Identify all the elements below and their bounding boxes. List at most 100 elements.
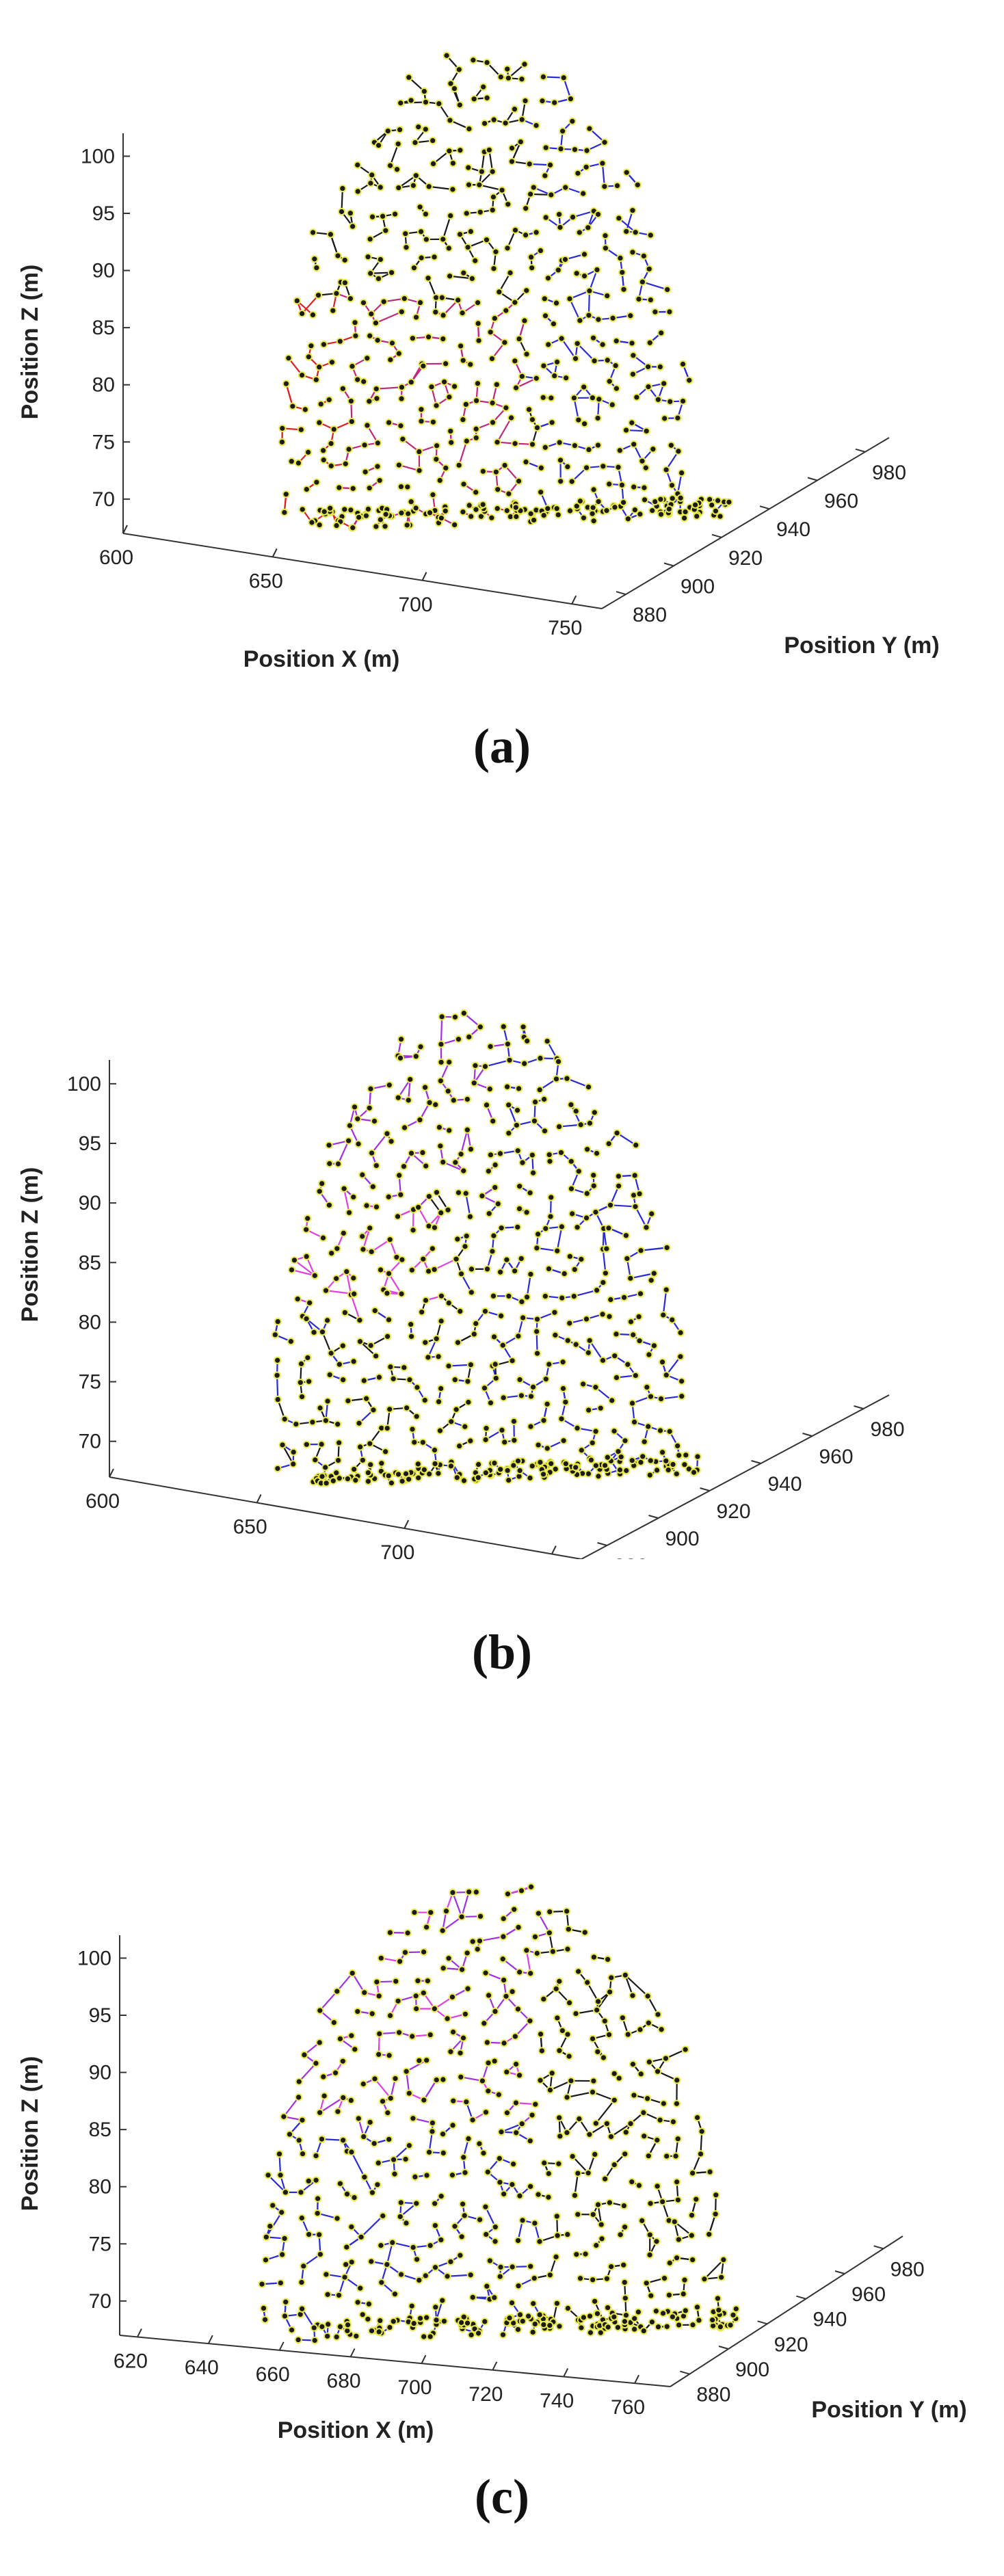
network-node	[432, 1335, 440, 1343]
network-node	[497, 1224, 505, 1232]
network-node	[468, 274, 476, 282]
network-node	[310, 1328, 318, 1336]
network-node	[519, 1023, 527, 1031]
network-node	[428, 2119, 436, 2127]
network-node	[610, 1427, 618, 1435]
network-node	[490, 314, 499, 323]
network-node	[298, 2278, 306, 2287]
z-tick-label: 100	[81, 145, 115, 168]
network-node	[383, 1424, 391, 1433]
x-tick-label: 720	[468, 2383, 503, 2406]
z-tick-label: 95	[79, 1132, 101, 1155]
network-node	[512, 512, 520, 521]
network-node	[333, 1987, 341, 1995]
network-node	[318, 1328, 327, 1336]
network-node	[537, 464, 545, 472]
network-node	[461, 1243, 469, 1251]
network-node	[373, 439, 382, 447]
network-node	[337, 207, 346, 216]
network-node	[696, 2150, 705, 2158]
network-node	[462, 1189, 470, 1197]
network-node	[377, 1954, 385, 1963]
network-node	[618, 481, 626, 489]
network-node	[421, 1296, 430, 1305]
network-node	[462, 2098, 471, 2106]
network-node	[499, 2331, 507, 2339]
network-node	[449, 185, 457, 194]
network-node	[481, 1435, 490, 1444]
network-node	[659, 2099, 668, 2108]
network-node	[419, 1148, 427, 1157]
network-node	[436, 476, 444, 485]
network-node	[427, 1909, 435, 1917]
network-node	[681, 1461, 689, 1469]
network-node	[597, 2220, 605, 2229]
network-node	[560, 1269, 568, 1278]
network-node	[507, 144, 516, 152]
network-node	[423, 1977, 432, 1985]
y-axis-line	[670, 2235, 903, 2387]
network-node	[644, 1992, 652, 2000]
network-node	[553, 2299, 561, 2307]
network-node	[432, 2316, 440, 2324]
network-node	[366, 1224, 374, 1232]
network-node	[568, 213, 577, 222]
network-node	[475, 336, 483, 345]
network-node	[585, 445, 593, 454]
network-node	[412, 313, 421, 321]
network-node	[483, 2039, 491, 2047]
network-node	[630, 483, 638, 491]
network-node	[646, 1392, 655, 1400]
network-node	[389, 2318, 397, 2326]
network-node	[653, 2136, 661, 2145]
network-node	[659, 2198, 667, 2206]
network-node	[317, 2135, 326, 2143]
network-node	[440, 377, 449, 386]
network-node	[512, 2129, 520, 2137]
network-node	[479, 2149, 488, 2157]
network-edge	[283, 2097, 300, 2117]
network-node	[508, 2180, 516, 2189]
network-node	[552, 299, 561, 307]
network-node	[539, 72, 547, 81]
x-tick-label: 650	[233, 1516, 267, 1539]
network-node	[386, 2323, 394, 2332]
network-node	[341, 278, 349, 287]
network-node	[269, 2201, 277, 2209]
y-tick-mark	[807, 477, 818, 481]
network-node	[543, 1400, 551, 1408]
network-node	[547, 191, 555, 199]
network-node	[429, 490, 437, 499]
network-node	[298, 371, 306, 380]
network-node	[644, 362, 652, 371]
network-node	[370, 2139, 378, 2148]
network-node	[308, 1418, 317, 1426]
network-node	[412, 1992, 420, 2000]
network-node	[612, 1373, 621, 1382]
network-node	[635, 1190, 644, 1198]
network-node	[555, 438, 564, 447]
network-node	[568, 2152, 577, 2160]
network-node	[585, 1119, 594, 1128]
network-node	[317, 1440, 326, 1448]
network-node	[592, 1383, 600, 1392]
network-node	[350, 2193, 358, 2202]
network-node	[416, 298, 425, 307]
network-node	[600, 2017, 609, 2026]
network-node	[494, 1199, 502, 1208]
network-node	[518, 2120, 526, 2128]
network-node	[445, 1362, 453, 1370]
network-node	[570, 394, 579, 402]
network-node	[678, 468, 686, 477]
network-node	[465, 124, 473, 133]
network-node	[404, 509, 412, 518]
network-node	[601, 232, 609, 240]
network-node	[715, 2306, 723, 2314]
x-tick-label: 760	[611, 2396, 645, 2419]
network-node	[409, 2243, 417, 2252]
network-node	[563, 1907, 571, 1915]
network-node	[590, 2297, 599, 2305]
network-node	[644, 2019, 652, 2027]
network-node	[485, 1210, 493, 1218]
network-node	[553, 2014, 562, 2022]
